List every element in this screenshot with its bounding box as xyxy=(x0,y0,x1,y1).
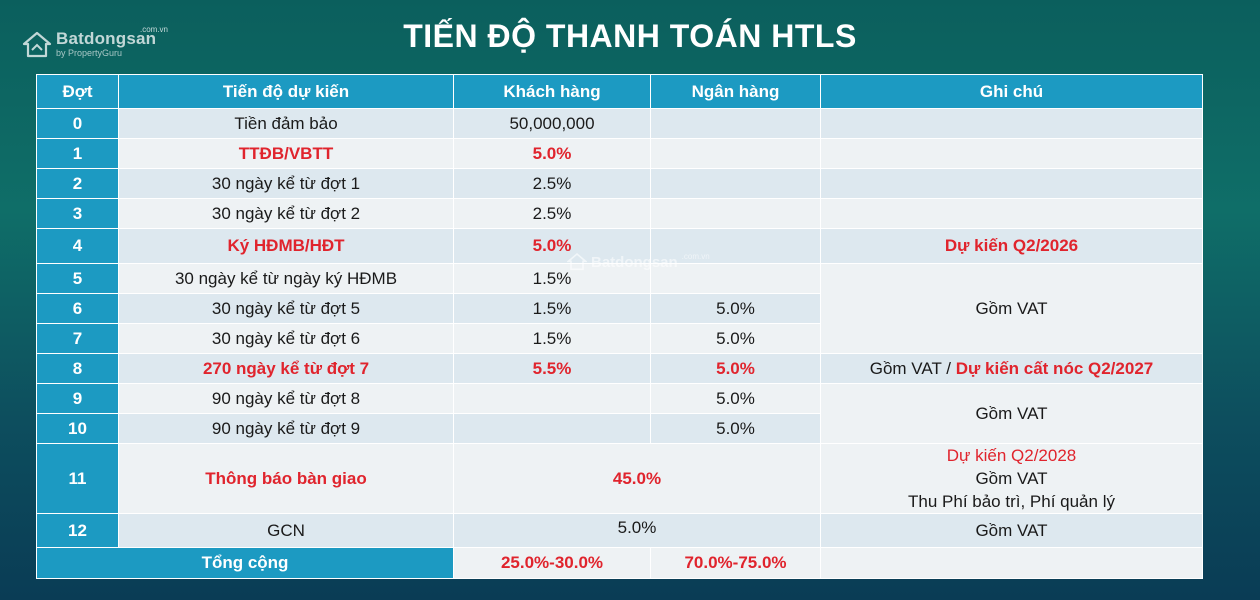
progress-cell: GCN xyxy=(118,513,454,548)
progress-cell: 90 ngày kể từ đợt 8 xyxy=(118,383,454,414)
payment-schedule-table: Đợt Tiến độ dự kiến Khách hàng Ngân hàng… xyxy=(36,74,1203,579)
bank-cell: 5.0% xyxy=(650,323,821,354)
progress-cell: Ký HĐMB/HĐT xyxy=(118,228,454,264)
table-row: 11 Thông báo bàn giao 45.0% Dự kiến Q2/2… xyxy=(36,443,1203,514)
progress-cell: Tiền đảm bảo xyxy=(118,108,454,139)
total-note xyxy=(820,547,1203,579)
note-fees: Thu Phí bảo trì, Phí quản lý xyxy=(908,492,1115,511)
dot-cell: 9 xyxy=(36,383,119,414)
watermark-name: Batdongsan xyxy=(591,253,678,271)
table-row: 2 30 ngày kể từ đợt 1 2.5% xyxy=(36,168,1203,199)
house-watermark-icon xyxy=(567,252,587,271)
note-vat: Gồm VAT xyxy=(975,469,1048,488)
progress-cell: 90 ngày kể từ đợt 9 xyxy=(118,413,454,444)
dot-cell: 3 xyxy=(36,198,119,229)
dot-cell: 1 xyxy=(36,138,119,169)
watermark-domain: .com.vn xyxy=(681,252,710,261)
table-row: 8 270 ngày kể từ đợt 7 5.5% 5.0% Gồm VAT… xyxy=(36,353,1203,384)
customer-cell: 50,000,000 xyxy=(453,108,651,139)
dot-cell: 2 xyxy=(36,168,119,199)
dot-cell: 10 xyxy=(36,413,119,444)
logo-subtitle: by PropertyGuru xyxy=(56,48,123,58)
header-bank: Ngân hàng xyxy=(650,74,821,109)
total-bank: 70.0%-75.0% xyxy=(650,547,821,579)
progress-cell: TTĐB/VBTT xyxy=(118,138,454,169)
table-row: 10 90 ngày kể từ đợt 9 5.0% xyxy=(36,413,1203,444)
table-row: 1 TTĐB/VBTT 5.0% xyxy=(36,138,1203,169)
customer-cell: 1.5% xyxy=(453,263,651,294)
table-row: 0 Tiền đảm bảo 50,000,000 xyxy=(36,108,1203,139)
note-handover-date: Dự kiến Q2/2028 xyxy=(946,446,1077,465)
customer-cell xyxy=(453,383,651,414)
note-cell: Gồm VAT xyxy=(820,513,1203,548)
header-customer: Khách hàng xyxy=(453,74,651,109)
total-row: Tổng cộng 25.0%-30.0% 70.0%-75.0% xyxy=(36,547,1203,579)
customer-cell xyxy=(453,413,651,444)
brand-logo: Batdongsan by PropertyGuru .com.vn xyxy=(22,25,168,60)
note-cell: Dự kiến Q2/2026 xyxy=(820,228,1203,264)
bank-cell xyxy=(650,168,821,199)
total-label: Tổng cộng xyxy=(36,547,454,579)
bank-cell: 5.0% xyxy=(650,353,821,384)
note-cell: Gồm VAT xyxy=(820,383,1203,444)
progress-cell: 30 ngày kể từ đợt 2 xyxy=(118,198,454,229)
progress-cell: 30 ngày kể từ đợt 6 xyxy=(118,323,454,354)
table-row: 5 30 ngày kể từ ngày ký HĐMB 1.5% Gồm VA… xyxy=(36,263,1203,354)
header-dot: Đợt xyxy=(36,74,119,109)
bank-cell: 5.0% xyxy=(650,383,821,414)
progress-cell: Thông báo bàn giao xyxy=(118,443,454,514)
header-note: Ghi chú xyxy=(820,74,1203,109)
dot-cell: 4 xyxy=(36,228,119,264)
table-header-row: Đợt Tiến độ dự kiến Khách hàng Ngân hàng… xyxy=(36,74,1203,109)
header-progress: Tiến độ dự kiến xyxy=(118,74,454,109)
combined-cell: 45.0% xyxy=(453,443,821,514)
table-row: 12 GCN 5.0% Gồm VAT xyxy=(36,513,1203,548)
dot-cell: 12 xyxy=(36,513,119,548)
note-vat-text: Gồm VAT / xyxy=(869,358,956,378)
customer-cell: 1.5% xyxy=(453,293,651,324)
table-row: 4 Ký HĐMB/HĐT 5.0% Dự kiến Q2/2026 xyxy=(36,228,1203,264)
customer-cell: 1.5% xyxy=(453,323,651,354)
note-roof-text: Dự kiến cất nóc Q2/2027 xyxy=(955,358,1154,378)
progress-cell: 270 ngày kể từ đợt 7 xyxy=(118,353,454,384)
house-logo-icon xyxy=(22,31,52,58)
logo-name: Batdongsan xyxy=(56,29,157,48)
watermark: Batdongsan .com.vn xyxy=(567,252,710,272)
note-cell: Gồm VAT / Dự kiến cất nóc Q2/2027 xyxy=(820,353,1203,384)
bank-cell: 5.0% xyxy=(650,413,821,444)
bank-cell xyxy=(650,108,821,139)
bank-cell: 5.0% xyxy=(650,293,821,324)
total-customer: 25.0%-30.0% xyxy=(453,547,651,579)
dot-cell: 7 xyxy=(36,323,119,354)
progress-cell: 30 ngày kể từ đợt 5 xyxy=(118,293,454,324)
table-row: 9 90 ngày kể từ đợt 8 5.0% Gồm VAT xyxy=(36,383,1203,444)
table-row: 6 30 ngày kể từ đợt 5 1.5% 5.0% xyxy=(36,293,1203,324)
customer-cell: 5.0% xyxy=(453,228,651,264)
customer-cell: 5.5% xyxy=(453,353,651,384)
dot-cell: 6 xyxy=(36,293,119,324)
note-cell xyxy=(820,108,1203,139)
bank-cell xyxy=(650,138,821,169)
note-cell xyxy=(820,198,1203,229)
page-title: TIẾN ĐỘ THANH TOÁN HTLS xyxy=(403,18,857,54)
note-cell xyxy=(820,138,1203,169)
progress-cell: 30 ngày kể từ đợt 1 xyxy=(118,168,454,199)
dot-cell: 11 xyxy=(36,443,119,514)
dot-cell: 0 xyxy=(36,108,119,139)
customer-cell: 5.0% xyxy=(453,138,651,169)
bank-cell xyxy=(650,263,821,294)
bank-cell xyxy=(650,228,821,264)
note-cell: Dự kiến Q2/2028 Gồm VAT Thu Phí bảo trì,… xyxy=(820,443,1203,514)
dot-cell: 8 xyxy=(36,353,119,384)
combined-cell: 5.0% xyxy=(453,513,821,548)
logo-domain: .com.vn xyxy=(140,25,169,34)
customer-cell: 2.5% xyxy=(453,198,651,229)
customer-cell: 2.5% xyxy=(453,168,651,199)
note-cell xyxy=(820,168,1203,199)
progress-cell: 30 ngày kể từ ngày ký HĐMB xyxy=(118,263,454,294)
note-cell: Gồm VAT xyxy=(820,263,1203,354)
dot-cell: 5 xyxy=(36,263,119,294)
table-row: 3 30 ngày kể từ đợt 2 2.5% xyxy=(36,198,1203,229)
bank-cell xyxy=(650,198,821,229)
